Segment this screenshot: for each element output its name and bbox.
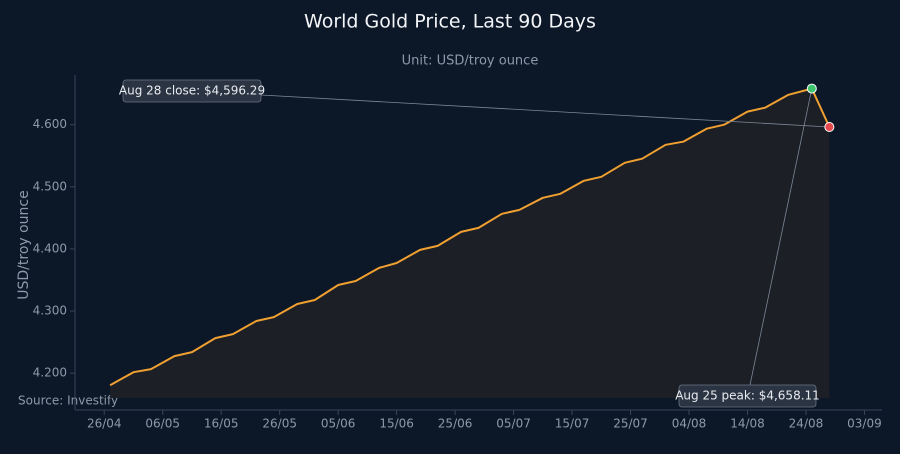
marker — [806, 83, 817, 94]
annotation-text: Aug 25 peak: $4,658.11 — [675, 389, 820, 403]
x-tick-label: 25/06 — [438, 417, 473, 431]
x-tick-label: 26/04 — [87, 417, 122, 431]
y-tick-label: 4.200 — [33, 366, 67, 380]
x-tick-label: 24/08 — [789, 417, 824, 431]
y-tick-label: 4.400 — [33, 241, 67, 255]
annotation-text: Aug 28 close: $4,596.29 — [119, 84, 265, 98]
x-tick-label: 14/08 — [730, 417, 765, 431]
area — [110, 88, 830, 398]
x-tick-label: 15/07 — [555, 417, 590, 431]
x-tick-label: 06/05 — [145, 417, 180, 431]
x-tick-label: 05/06 — [321, 417, 356, 431]
y-tick-label: 4.600 — [33, 117, 67, 131]
annotation-box — [678, 384, 817, 408]
x-tick-label: 05/07 — [496, 417, 531, 431]
annotation-arrow — [749, 88, 813, 386]
source: Source: Investify — [18, 394, 118, 408]
annotation-arrow — [260, 94, 830, 128]
line — [109, 87, 831, 387]
x-tick-label: 04/08 — [672, 417, 707, 431]
y-tick-label: 4.300 — [33, 304, 67, 318]
x-tick-label: 26/05 — [262, 417, 297, 431]
chart-title: World Gold Price, Last 90 Days — [304, 11, 596, 33]
marker — [824, 121, 835, 132]
x-tick-label: 03/09 — [847, 417, 882, 431]
x-tick-label: 16/05 — [204, 417, 239, 431]
x-tick-label: 25/07 — [613, 417, 648, 431]
annotation-box — [122, 79, 262, 103]
y-tick-label: 4.500 — [33, 179, 67, 193]
y-axis-label: USD/troy ounce — [16, 190, 32, 300]
x-tick-label: 15/06 — [379, 417, 414, 431]
chart-subtitle: Unit: USD/troy ounce — [402, 54, 539, 69]
